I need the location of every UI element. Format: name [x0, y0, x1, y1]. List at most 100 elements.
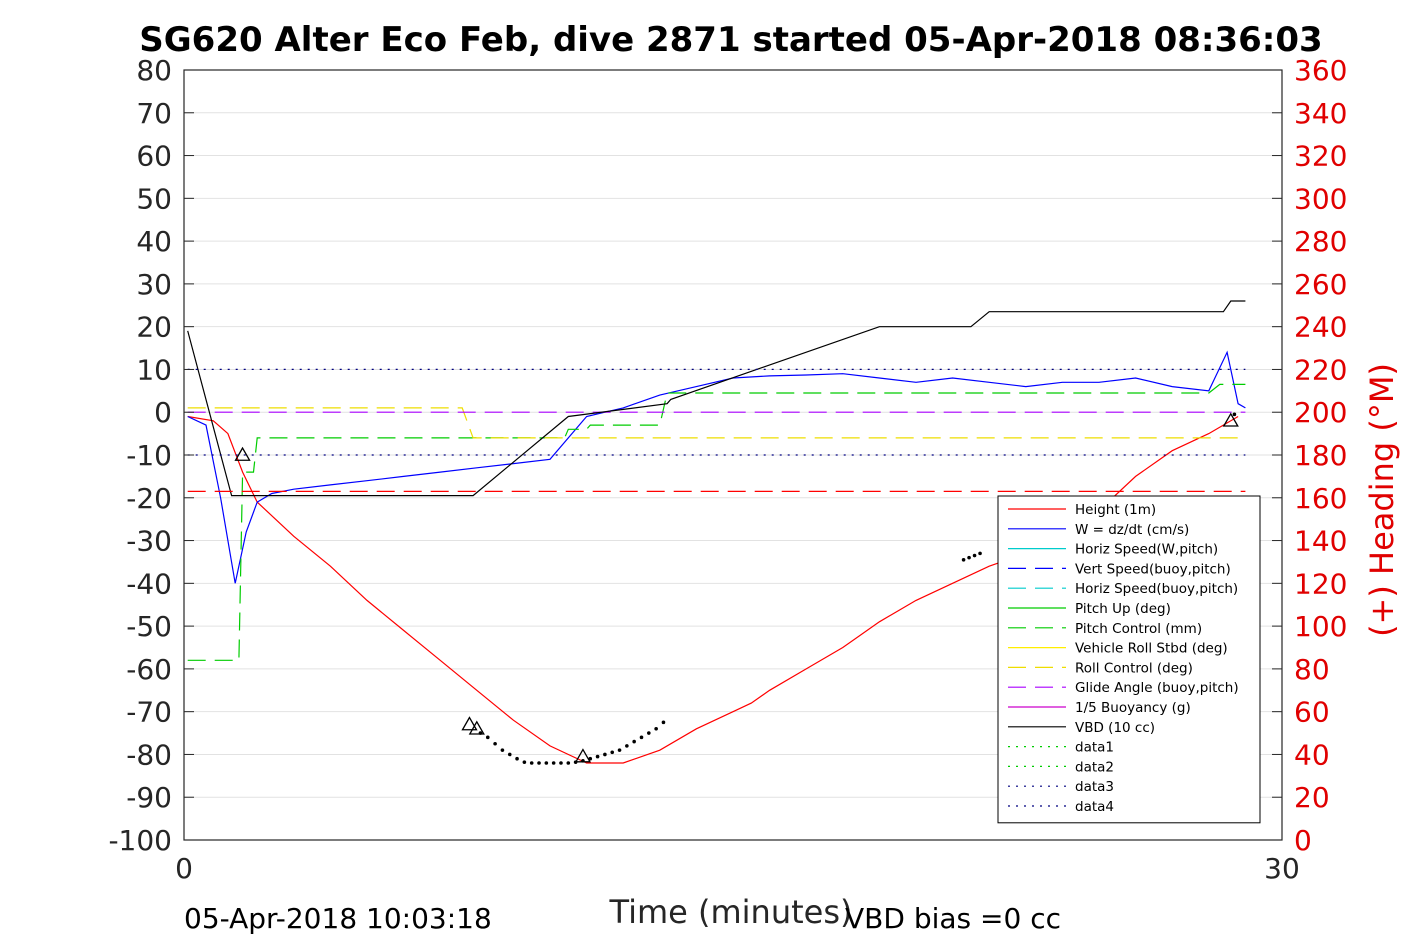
right-tick-label: 80 — [1294, 653, 1330, 686]
legend-label: Vehicle Roll Stbd (deg) — [1075, 641, 1228, 657]
marker-dot — [1232, 412, 1237, 417]
left-tick-label: 50 — [136, 182, 172, 215]
left-tick-label: -100 — [108, 824, 172, 857]
left-axis-tick-labels: 80 70 60 50 40 30 20 10 0 -10 -20 -30 -40 -50 -60 -70 -8… — [108, 54, 172, 857]
left-tick-label: -20 — [126, 482, 172, 515]
right-tick-label: 340 — [1294, 97, 1347, 130]
marker-dot — [529, 761, 534, 765]
marker-dot — [639, 735, 644, 740]
right-tick-label: 60 — [1294, 696, 1330, 729]
marker-dot — [500, 748, 505, 752]
left-tick-label: 30 — [136, 268, 172, 301]
right-tick-label: 180 — [1294, 439, 1347, 472]
triangle-marker — [461, 716, 478, 731]
marker-dot — [961, 558, 966, 562]
left-tick-label: 60 — [136, 140, 172, 173]
series-lines — [187, 300, 1246, 764]
legend-label: Height (1m) — [1075, 502, 1156, 518]
left-tick-label: 80 — [136, 54, 172, 87]
left-tick-label: -80 — [126, 738, 172, 771]
marker-dot — [625, 744, 629, 748]
x-tick-label: 0 — [175, 852, 193, 885]
marker-dot — [603, 752, 607, 757]
x-tick-label: 30 — [1264, 852, 1300, 885]
triangle-marker — [234, 446, 251, 461]
marker-dot — [967, 555, 971, 560]
markers — [234, 412, 1239, 765]
footer-vbd-bias: VBD bias =0 cc — [845, 902, 1061, 935]
triangle-marker — [574, 748, 592, 763]
marker-dot — [647, 731, 651, 735]
right-tick-label: 200 — [1294, 396, 1347, 429]
right-tick-label: 20 — [1294, 781, 1330, 814]
right-tick-label: 100 — [1294, 610, 1347, 643]
marker-dot — [522, 760, 527, 764]
left-tick-label: -30 — [126, 525, 172, 558]
marker-dot — [515, 756, 519, 761]
legend-label: data3 — [1075, 779, 1114, 795]
left-tick-label: -70 — [126, 696, 172, 729]
right-axis-label: (+) Heading (°M) — [1363, 363, 1401, 637]
legend-label: data1 — [1075, 740, 1114, 756]
chart-title: SG620 Alter Eco Feb, dive 2871 started 0… — [139, 20, 1322, 60]
left-tick-label: -10 — [126, 439, 172, 472]
marker-dot — [507, 752, 512, 757]
right-tick-label: 360 — [1294, 54, 1347, 87]
marker-dot — [559, 761, 563, 765]
legend-label: Pitch Control (mm) — [1075, 621, 1202, 637]
tick-marks — [184, 69, 1282, 841]
left-tick-label: -40 — [126, 567, 172, 600]
marker-dot — [595, 754, 600, 759]
marker-dot — [610, 750, 615, 755]
marker-dot — [544, 761, 549, 765]
left-tick-label: -90 — [126, 781, 172, 814]
legend-label: data4 — [1075, 799, 1114, 815]
left-tick-label: 0 — [154, 396, 172, 429]
legend-label: VBD (10 cc) — [1075, 720, 1155, 736]
x-axis-label: Time (minutes) — [609, 893, 853, 931]
left-tick-label: 40 — [136, 225, 172, 258]
right-tick-label: 220 — [1294, 353, 1347, 386]
right-tick-label: 280 — [1294, 225, 1347, 258]
left-tick-label: 20 — [136, 311, 172, 344]
legend-label: Pitch Up (deg) — [1075, 601, 1171, 617]
marker-dot — [551, 761, 556, 765]
left-tick-label: -50 — [126, 610, 172, 643]
right-tick-label: 260 — [1294, 268, 1347, 301]
triangle-marker — [1222, 412, 1239, 427]
marker-dot — [661, 720, 666, 725]
right-tick-label: 160 — [1294, 482, 1347, 515]
marker-dot — [485, 735, 490, 740]
marker-dot — [972, 553, 977, 558]
series-w-dz-dt-cm-s — [187, 350, 1246, 584]
right-tick-label: 240 — [1294, 311, 1347, 344]
legend-label: Roll Control (deg) — [1075, 660, 1193, 676]
left-tick-label: 70 — [136, 97, 172, 130]
legend-label: 1/5 Buoyancy (g) — [1075, 700, 1191, 716]
series-pitch-control-mm — [187, 383, 1246, 661]
legend-label: data2 — [1075, 759, 1114, 775]
marker-dot — [566, 761, 571, 765]
marker-dot — [617, 748, 622, 752]
triangle-marker — [468, 720, 485, 735]
right-tick-label: 320 — [1294, 140, 1347, 173]
right-tick-label: 40 — [1294, 738, 1330, 771]
legend: Height (1m) W = dz/dt (cm/s) Horiz Speed(W… — [997, 495, 1261, 824]
legend-label: Vert Speed(buoy,pitch) — [1075, 561, 1231, 577]
series-roll-control-deg — [187, 407, 1246, 439]
right-tick-label: 300 — [1294, 182, 1347, 215]
legend-label: Glide Angle (buoy,pitch) — [1075, 680, 1239, 696]
legend-label: Horiz Speed(W,pitch) — [1075, 542, 1218, 558]
right-tick-label: 120 — [1294, 567, 1347, 600]
right-tick-label: 0 — [1294, 824, 1312, 857]
left-tick-label: -60 — [126, 653, 172, 686]
right-axis-tick-labels: 3603403203002802602402202001801601401201… — [1294, 54, 1347, 857]
legend-label: Horiz Speed(buoy,pitch) — [1075, 581, 1238, 597]
marker-dot — [632, 739, 636, 744]
marker-dot — [493, 741, 497, 746]
marker-dot — [654, 726, 658, 731]
marker-dot — [537, 761, 541, 765]
right-tick-label: 140 — [1294, 525, 1347, 558]
legend-label: W = dz/dt (cm/s) — [1075, 522, 1189, 538]
